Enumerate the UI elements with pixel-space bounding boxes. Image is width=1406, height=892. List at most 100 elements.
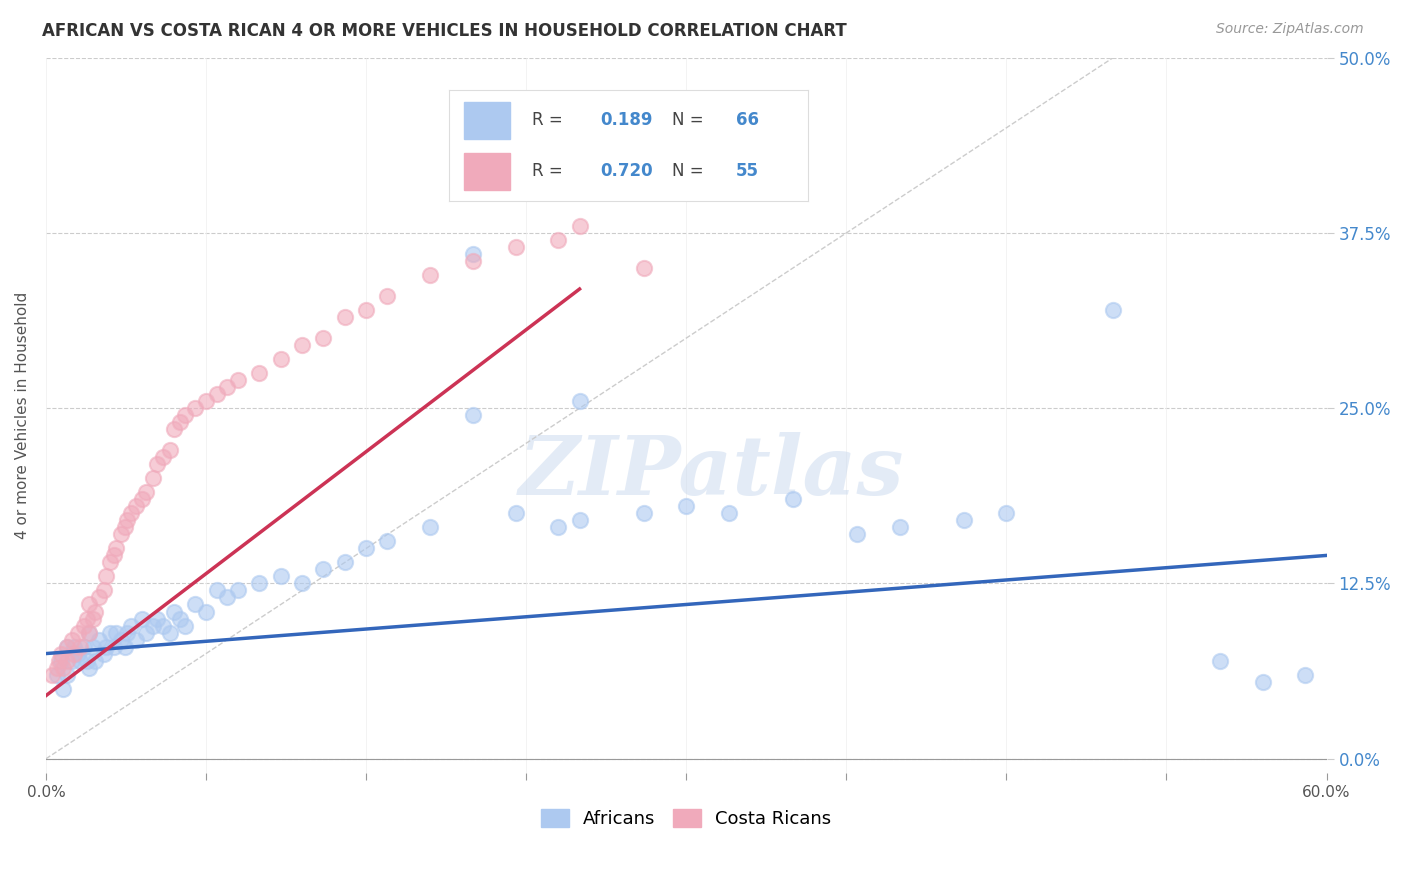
Point — [124, 632, 146, 647]
Point — [66, 647, 89, 661]
Point — [48, 654, 70, 668]
Point — [633, 260, 655, 275]
Point — [84, 654, 107, 668]
Point — [135, 485, 157, 500]
Legend: Africans, Costa Ricans: Africans, Costa Ricans — [534, 801, 838, 835]
Point — [93, 583, 115, 598]
Point — [547, 520, 569, 534]
Point — [45, 667, 67, 681]
Text: AFRICAN VS COSTA RICAN 4 OR MORE VEHICLES IN HOUSEHOLD CORRELATION CHART: AFRICAN VS COSTA RICAN 4 OR MORE VEHICLE… — [42, 22, 846, 40]
Point — [377, 289, 399, 303]
Point — [120, 507, 142, 521]
Point — [69, 640, 91, 654]
Point — [56, 640, 79, 654]
Point — [77, 625, 100, 640]
Point — [461, 247, 484, 261]
Point — [270, 352, 292, 367]
Point — [184, 598, 207, 612]
Point — [169, 415, 191, 429]
Point — [195, 605, 218, 619]
Point — [568, 513, 591, 527]
Point — [124, 500, 146, 514]
Point — [461, 254, 484, 268]
Point — [93, 647, 115, 661]
Point — [505, 240, 527, 254]
Point — [846, 527, 869, 541]
Point — [56, 654, 79, 668]
Y-axis label: 4 or more Vehicles in Household: 4 or more Vehicles in Household — [15, 292, 30, 539]
Point — [49, 647, 72, 661]
Point — [782, 492, 804, 507]
Point — [69, 654, 91, 668]
Point — [98, 625, 121, 640]
Point — [195, 394, 218, 409]
Point — [505, 507, 527, 521]
Point — [94, 569, 117, 583]
Point — [89, 591, 111, 605]
Point — [103, 640, 125, 654]
Point — [146, 457, 169, 471]
Point — [114, 640, 136, 654]
Point — [995, 507, 1018, 521]
Point — [146, 611, 169, 625]
Point — [52, 660, 75, 674]
Point — [60, 654, 83, 668]
Point — [60, 632, 83, 647]
Point — [98, 556, 121, 570]
Point — [152, 618, 174, 632]
Point — [675, 500, 697, 514]
Point — [163, 422, 186, 436]
Point — [173, 618, 195, 632]
Point — [152, 450, 174, 465]
Point — [76, 654, 98, 668]
Point — [159, 625, 181, 640]
Point — [89, 632, 111, 647]
Point — [82, 640, 104, 654]
Point — [135, 625, 157, 640]
Point — [312, 331, 335, 345]
Point — [889, 520, 911, 534]
Point — [159, 443, 181, 458]
Point — [205, 583, 228, 598]
Point — [247, 366, 270, 380]
Point — [1251, 674, 1274, 689]
Point — [173, 408, 195, 422]
Point — [41, 667, 63, 681]
Point — [49, 654, 72, 668]
Point — [568, 394, 591, 409]
Point — [115, 513, 138, 527]
Point — [184, 401, 207, 416]
Point — [952, 513, 974, 527]
Point — [131, 611, 153, 625]
Point — [103, 549, 125, 563]
Point — [247, 576, 270, 591]
Point — [312, 562, 335, 576]
Point — [84, 605, 107, 619]
Point — [217, 591, 239, 605]
Point — [717, 507, 740, 521]
Point — [1102, 303, 1125, 318]
Point — [291, 338, 314, 352]
Point — [62, 640, 84, 654]
Point — [77, 625, 100, 640]
Point — [110, 527, 132, 541]
Point — [94, 640, 117, 654]
Point — [169, 611, 191, 625]
Point — [461, 408, 484, 422]
Point — [354, 303, 377, 318]
Point — [419, 520, 441, 534]
Point — [105, 625, 128, 640]
Point — [291, 576, 314, 591]
Point — [120, 618, 142, 632]
Point — [547, 233, 569, 247]
Point — [163, 605, 186, 619]
Point — [333, 556, 356, 570]
Point — [377, 534, 399, 549]
Point — [633, 507, 655, 521]
Point — [56, 640, 79, 654]
Point — [66, 625, 89, 640]
Point — [73, 618, 96, 632]
Point — [354, 541, 377, 556]
Point — [76, 611, 98, 625]
Point — [73, 640, 96, 654]
